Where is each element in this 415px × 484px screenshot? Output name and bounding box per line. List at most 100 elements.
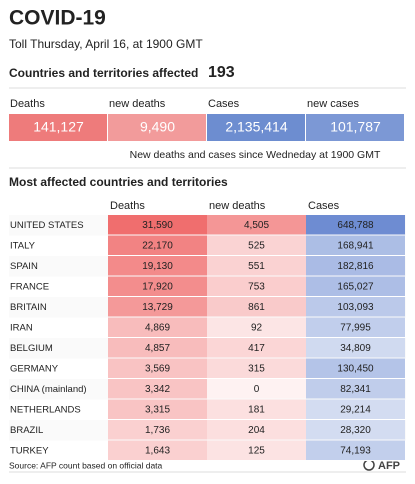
summary-value: 101,787 [330, 119, 381, 135]
country-name: FRANCE [10, 281, 49, 292]
cell-bg [306, 235, 405, 255]
summary-box [108, 114, 206, 141]
cell-bg [306, 440, 405, 460]
cell-bg [207, 440, 306, 460]
cell-bg [207, 276, 306, 296]
country-name: ITALY [10, 240, 36, 251]
cell-value: 1,736 [145, 425, 170, 436]
cell-value: 4,505 [244, 220, 269, 231]
cell-value: 17,920 [142, 281, 173, 292]
cell-value: 417 [248, 343, 265, 354]
cell-bg [306, 420, 405, 440]
cell-value: 28,320 [340, 425, 371, 436]
cell-bg [306, 317, 405, 337]
cell-bg [108, 297, 207, 317]
cell-bg [108, 256, 207, 276]
summary-label: new cases [307, 98, 359, 110]
cell-value: 182,816 [337, 261, 374, 272]
logo: AFP [378, 460, 400, 472]
cell-value: 19,130 [142, 261, 173, 272]
cell-value: 103,093 [337, 302, 374, 313]
column-header: Deaths [110, 200, 145, 212]
cell-bg [108, 420, 207, 440]
subtitle: Toll Thursday, April 16, at 1900 GMT [9, 37, 203, 51]
cell-bg [108, 235, 207, 255]
summary-box [207, 114, 305, 141]
cell-value: 861 [248, 302, 265, 313]
summary-box [306, 114, 404, 141]
cell-bg [207, 420, 306, 440]
cell-value: 3,569 [145, 363, 170, 374]
cell-bg [108, 338, 207, 358]
cell-value: 22,170 [142, 240, 173, 251]
cell-bg [306, 358, 405, 378]
cell-bg [108, 215, 207, 235]
cell-bg [207, 358, 306, 378]
cell-bg [207, 256, 306, 276]
country-name: NETHERLANDS [10, 404, 81, 415]
cell-value: 125 [248, 445, 265, 456]
cell-bg [306, 338, 405, 358]
cell-bg [207, 399, 306, 419]
column-header: new deaths [209, 200, 266, 212]
cell-value: 74,193 [340, 445, 371, 456]
cell-value: 525 [248, 240, 265, 251]
cell-bg [207, 317, 306, 337]
cell-value: 92 [251, 322, 263, 333]
cell-value: 4,857 [145, 343, 170, 354]
cell-bg [306, 399, 405, 419]
country-name: BELGIUM [10, 343, 53, 354]
cell-bg [207, 235, 306, 255]
source: Source: AFP count based on official data [9, 460, 163, 470]
cell-bg [108, 379, 207, 399]
cell-bg [108, 317, 207, 337]
cell-value: 3,315 [145, 404, 170, 415]
cell-bg [207, 215, 306, 235]
cell-value: 31,590 [142, 220, 173, 231]
cell-bg [207, 379, 306, 399]
country-name: UNITED STATES [10, 220, 84, 231]
cell-value: 753 [248, 281, 265, 292]
title: COVID-19 [9, 7, 106, 30]
cell-bg [306, 215, 405, 235]
summary-box [9, 114, 107, 141]
summary-note: New deaths and cases since Wedneday at 1… [130, 149, 381, 161]
table-title: Most affected countries and territories [9, 175, 228, 189]
country-name: GERMANY [10, 363, 59, 374]
country-name: CHINA (mainland) [10, 384, 87, 395]
cell-value: 0 [254, 384, 260, 395]
cell-value: 165,027 [337, 281, 374, 292]
cell-value: 3,342 [145, 384, 170, 395]
cell-bg [108, 399, 207, 419]
cell-value: 82,341 [340, 384, 371, 395]
cell-value: 77,995 [340, 322, 371, 333]
cell-value: 204 [248, 425, 265, 436]
country-name: SPAIN [10, 261, 38, 272]
cell-value: 130,450 [337, 363, 374, 374]
column-header: Cases [308, 200, 340, 212]
cell-value: 551 [248, 261, 265, 272]
affected-value: 193 [208, 64, 235, 81]
country-name: TURKEY [10, 445, 49, 456]
summary-label: Deaths [10, 98, 45, 110]
country-name: BRITAIN [10, 302, 47, 313]
cell-bg [306, 379, 405, 399]
country-name: IRAN [10, 322, 33, 333]
cell-bg [306, 276, 405, 296]
cell-bg [306, 297, 405, 317]
cell-bg [108, 276, 207, 296]
summary-value: 2,135,414 [225, 119, 287, 135]
country-name: BRAZIL [10, 425, 43, 436]
cell-bg [108, 358, 207, 378]
cell-bg [207, 297, 306, 317]
cell-value: 29,214 [340, 404, 371, 415]
cell-value: 4,869 [145, 322, 170, 333]
summary-label: new deaths [109, 98, 166, 110]
summary-label: Cases [208, 98, 240, 110]
cell-bg [207, 338, 306, 358]
cell-value: 1,643 [145, 445, 170, 456]
cell-bg [108, 440, 207, 460]
cell-value: 13,729 [142, 302, 173, 313]
cell-value: 181 [248, 404, 265, 415]
